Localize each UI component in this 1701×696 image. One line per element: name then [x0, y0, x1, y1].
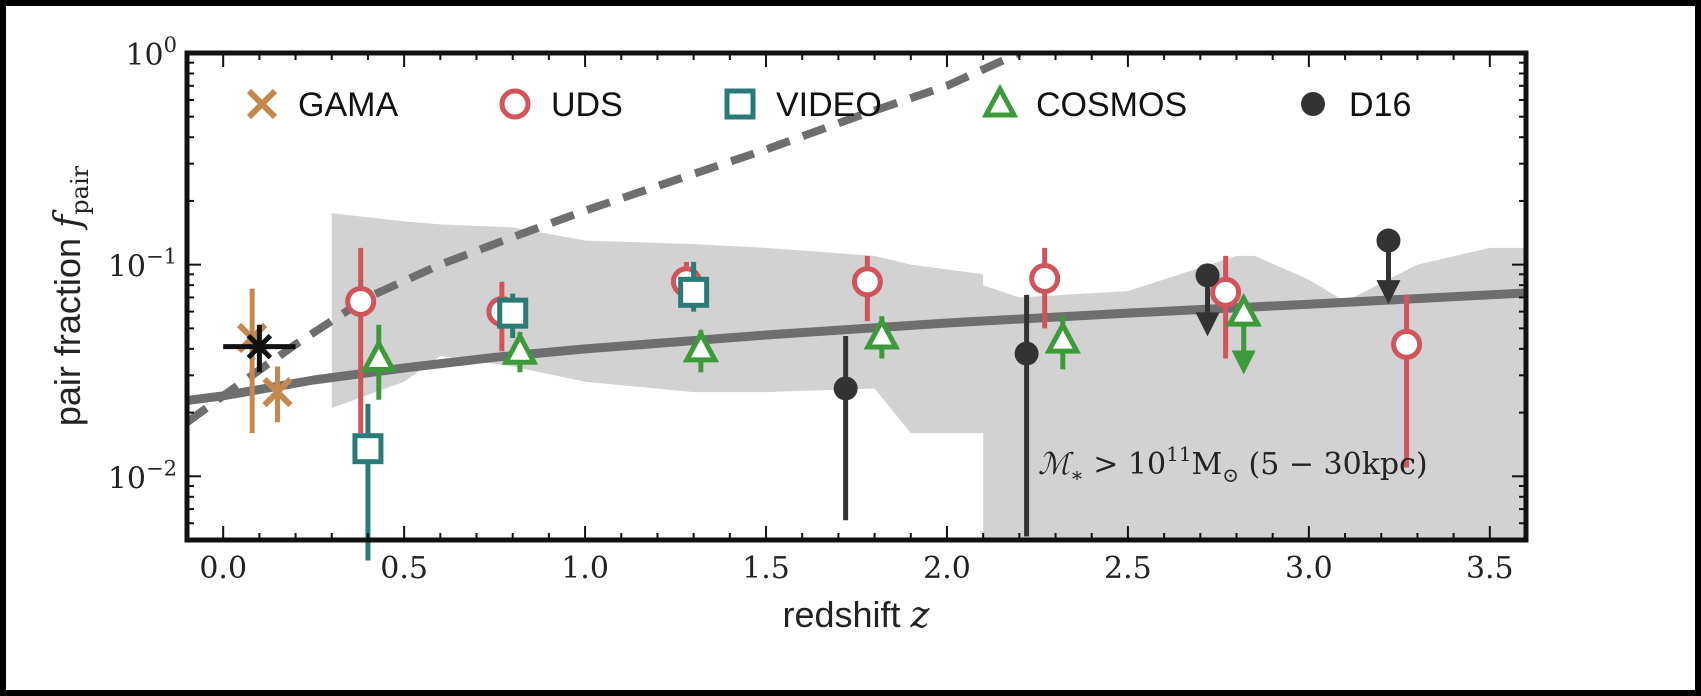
- legend-item-video: VIDEO: [724, 86, 882, 124]
- x-tick-label-5: 2.5: [1104, 551, 1152, 586]
- series-cosmos: [360, 292, 1262, 400]
- d16-point-3-limit-arrow: [1376, 280, 1401, 305]
- legend-item-uds: UDS: [499, 86, 623, 124]
- x-tick-label-1: 0.5: [380, 551, 428, 586]
- cosmos-point-3-marker: [863, 315, 901, 350]
- legend-label-gama: GAMA: [298, 86, 398, 124]
- cosmos-point-0-marker: [360, 338, 397, 373]
- d16-point-2-limit-arrow: [1195, 312, 1220, 337]
- x-axis-label: redshift z: [782, 594, 930, 636]
- legend-marker-video: [724, 88, 756, 120]
- cosmos-point-2-marker: [682, 328, 720, 363]
- x-tick-label-6: 3.0: [1285, 551, 1333, 586]
- legend-label-cosmos: COSMOS: [1036, 86, 1187, 124]
- legend-label-d16: D16: [1349, 86, 1411, 124]
- axes: 0.0 0.5 1.0 1.5 2.0 2.5 3.0 3.5 100 10−1 10−2: [108, 33, 1529, 586]
- legend-marker-d16: [1301, 92, 1325, 116]
- series-video: [352, 261, 710, 561]
- legend-item-cosmos: COSMOS: [981, 83, 1187, 124]
- x-tick-label-4: 2.0: [923, 551, 971, 586]
- legend-item-gama: GAMA: [246, 86, 398, 124]
- mass-cut-annotation: ℳ∗ > 1011M⊙ (5 − 30kpc): [1038, 442, 1428, 487]
- legend-marker-cosmos: [981, 83, 1019, 118]
- y-tick-label-1: 10−1: [108, 245, 177, 285]
- y-axis-label: pair fraction fpair: [47, 165, 94, 426]
- x-tick-label-3: 1.5: [742, 551, 790, 586]
- series-d16: [833, 228, 1401, 537]
- uds-point-5-marker: [1210, 276, 1242, 308]
- d16-point-2-marker: [1195, 263, 1220, 288]
- legend-item-d16: D16: [1301, 86, 1411, 124]
- legend-label-uds: UDS: [551, 86, 623, 124]
- x-tick-label-0: 0.0: [199, 551, 247, 586]
- x-tick-label-7: 3.5: [1466, 551, 1514, 586]
- video-point-2-marker: [678, 276, 710, 308]
- data-series: [237, 228, 1423, 561]
- legend-marker-uds: [499, 88, 531, 120]
- cosmos-point-5-limit-arrow: [1231, 350, 1256, 375]
- uds-point-3-marker: [851, 266, 883, 298]
- d16-point-0-marker: [833, 376, 858, 401]
- legend-label-video: VIDEO: [776, 86, 882, 124]
- uds-point-4-marker: [1029, 263, 1061, 295]
- legend-marker-gama-stroke-b: [246, 88, 278, 120]
- cosmos-point-5-marker: [1225, 292, 1262, 327]
- reference-cross-x2: [246, 333, 273, 360]
- video-point-0-marker: [352, 433, 384, 465]
- uds-point-6-marker: [1391, 328, 1423, 360]
- reference-cross: [223, 324, 296, 373]
- x-tick-label-2: 1.0: [561, 551, 609, 586]
- axis-labels: ℳ∗ > 1011M⊙ (5 − 30kpc) redshift z pair fr…: [47, 165, 1428, 636]
- legend: GAMA UDS VIDEO COSMOS D16: [246, 83, 1411, 124]
- d16-point-3-marker: [1376, 228, 1401, 253]
- gama-point-1-marker-stroke-b: [262, 376, 293, 408]
- cosmos-point-1-marker: [501, 330, 539, 365]
- y-tick-label-0: 100: [125, 33, 177, 73]
- dashed-model-line: [187, 53, 1022, 426]
- cosmos-point-4-marker: [1044, 319, 1081, 354]
- y-tick-label-2: 10−2: [108, 456, 177, 496]
- plot-area: [187, 53, 1526, 561]
- uds-point-0-marker: [345, 285, 377, 317]
- d16-point-1-marker: [1014, 341, 1039, 366]
- video-point-1-marker: [497, 297, 529, 329]
